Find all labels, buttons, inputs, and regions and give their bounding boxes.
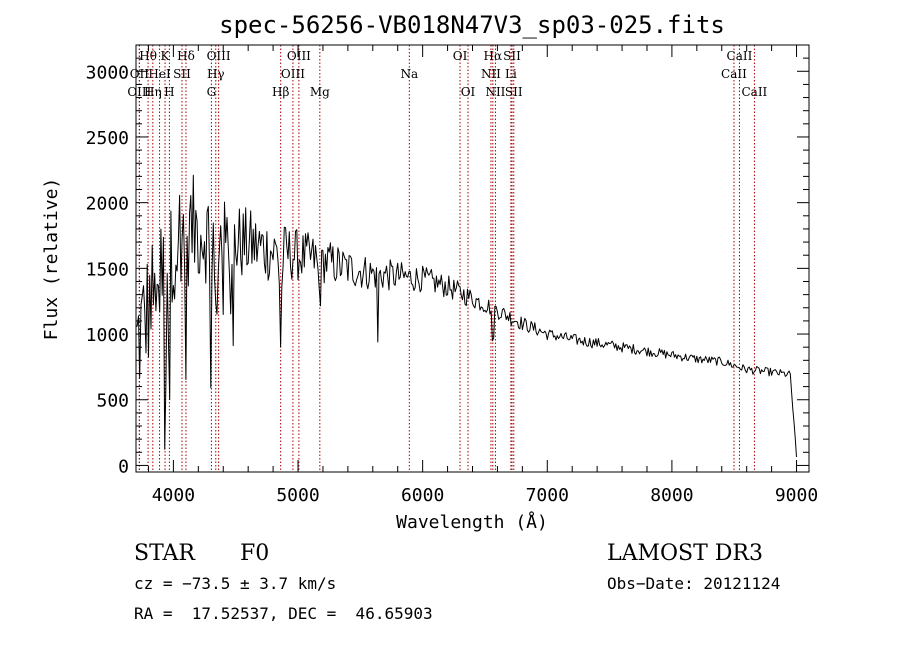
- spectral-line-label: CaII: [741, 85, 767, 99]
- spectral-line-label: Hδ: [177, 49, 195, 63]
- spectral-line-label: OI: [461, 85, 476, 99]
- x-tick-label: 8000: [650, 485, 693, 506]
- spectral-line-label: NII: [481, 67, 501, 81]
- spectral-line-label: Hη: [144, 85, 162, 99]
- x-tick-label: 6000: [401, 485, 444, 506]
- spectral-line-label: OII: [130, 67, 150, 81]
- spectral-line-label: Li: [505, 67, 517, 81]
- spectrum-series: [135, 174, 797, 458]
- y-tick-label: 0: [118, 456, 129, 477]
- spectral-line-label: CaII: [721, 67, 747, 81]
- y-tick-label: 1000: [86, 325, 129, 346]
- x-tick-label: 9000: [775, 485, 818, 506]
- redshift-cz: cz = −73.5 ± 3.7 km/s: [134, 574, 336, 593]
- x-axis-label: Wavelength (Å): [396, 511, 548, 533]
- spectral-line-label: Mg: [310, 85, 330, 99]
- spectral-line-label: Hα: [484, 49, 503, 63]
- spectral-line-label: OIII: [127, 85, 151, 99]
- spectral-line-label: OIII: [207, 49, 231, 63]
- spectral-line-label: G: [207, 85, 217, 99]
- axis-ticks: 4000 5000 6000 7000 8000 9000 0 500 1000 1500 2000…: [86, 44, 818, 506]
- y-tick-label: 2500: [86, 128, 129, 149]
- observation-date: Obs−Date: 20121124: [607, 574, 780, 593]
- line-markers: [138, 45, 755, 472]
- ra-dec-coordinates: RA = 17.52537, DEC = 46.65903: [134, 604, 433, 623]
- y-tick-label: 2000: [86, 194, 129, 215]
- object-subclass: F0: [240, 541, 269, 566]
- line-labels: Hθ OII OIII K HeI Hη SII H Hδ OIII Hγ G Hβ OIII OIII Mg…: [127, 49, 767, 99]
- spectral-line-label: Hβ: [272, 85, 289, 99]
- spectral-line-label: OI: [453, 49, 468, 63]
- spectral-line-label: Hθ: [139, 49, 157, 63]
- spectral-line-label: OIII: [287, 49, 311, 63]
- spectral-line-label: CaII: [727, 49, 753, 63]
- spectrum-flux-line: [135, 174, 797, 458]
- spectral-line-label: SII: [503, 49, 521, 63]
- x-tick-label: 5000: [276, 485, 319, 506]
- object-class: STAR: [134, 541, 196, 566]
- y-tick-label: 500: [96, 391, 129, 412]
- spectral-line-label: K: [161, 49, 171, 63]
- y-tick-label: 3000: [86, 62, 129, 83]
- spectral-line-label: SII: [505, 85, 523, 99]
- spectral-line-label: Hγ: [207, 67, 225, 81]
- survey-name: LAMOST DR3: [607, 541, 763, 566]
- spectral-line-label: NII: [485, 85, 505, 99]
- spectral-line-label: H: [164, 85, 174, 99]
- y-axis-label: Flux (relative): [41, 178, 62, 341]
- spectral-line-label: OIII: [281, 67, 305, 81]
- x-tick-label: 4000: [152, 485, 195, 506]
- y-tick-label: 1500: [86, 259, 129, 280]
- spectral-line-label: Na: [400, 67, 418, 81]
- spectral-line-label: SII: [173, 67, 191, 81]
- x-tick-label: 7000: [526, 485, 569, 506]
- spectral-line-label: HeI: [148, 67, 171, 81]
- chart-title: spec-56256-VB018N47V3_sp03-025.fits: [219, 11, 725, 39]
